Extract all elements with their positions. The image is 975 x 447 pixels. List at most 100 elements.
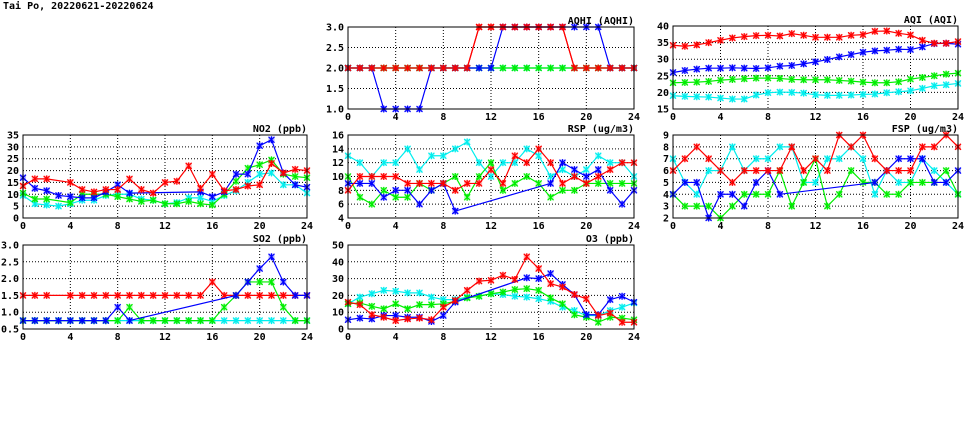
x-tick-label: 0	[670, 221, 676, 232]
y-tick-label: 10	[7, 190, 19, 201]
chart-title: O3 (ppb)	[586, 234, 634, 245]
marker-star	[728, 34, 736, 42]
data-point	[740, 33, 748, 41]
y-tick-label: 0	[13, 214, 19, 225]
data-point	[883, 89, 891, 97]
marker-star	[547, 270, 555, 278]
data-point	[788, 75, 796, 83]
marker-star	[487, 290, 495, 298]
data-point	[883, 167, 891, 175]
y-tick-label: 30	[657, 55, 669, 66]
marker-star	[681, 155, 689, 163]
marker-star	[847, 167, 855, 175]
marker-star	[693, 78, 701, 86]
data-point	[427, 301, 435, 309]
marker-star	[764, 64, 772, 72]
data-point	[907, 31, 914, 39]
y-tick-label: 14	[332, 144, 344, 155]
marker-star	[606, 179, 614, 187]
marker-star	[812, 58, 819, 66]
data-point	[451, 186, 459, 194]
data-point	[256, 142, 264, 150]
y-tick-label: 35	[657, 38, 669, 49]
marker-star	[439, 64, 447, 72]
data-point	[126, 303, 133, 311]
chart-panel-so2: 0.5 1.0 1.5 2.0 2.5 3.0 0 4 8 12 16 20 24 SO2 (ppb)	[1, 234, 313, 343]
data-point	[149, 189, 157, 197]
data-point	[392, 317, 400, 325]
marker-star	[427, 186, 435, 194]
data-point	[380, 173, 388, 180]
marker-star	[427, 293, 435, 301]
marker-star	[618, 318, 626, 326]
data-point	[895, 178, 903, 186]
marker-star	[942, 81, 950, 89]
marker-star	[942, 39, 950, 47]
data-point	[380, 186, 388, 194]
data-point	[895, 190, 903, 198]
marker-star	[208, 317, 216, 325]
data-point	[883, 27, 891, 35]
data-point	[535, 152, 543, 160]
data-point	[871, 178, 879, 186]
marker-star	[776, 32, 784, 40]
plot-frame	[22, 134, 308, 219]
x-tick-label: 4	[67, 221, 73, 232]
marker-star	[78, 291, 86, 299]
marker-star	[439, 179, 447, 187]
marker-star	[823, 91, 831, 99]
data-point	[582, 179, 590, 187]
marker-star	[570, 64, 578, 72]
marker-star	[31, 291, 39, 299]
data-point	[559, 179, 566, 187]
data-point	[137, 186, 145, 194]
marker-star	[66, 291, 74, 299]
chart-panel-o3: 0 10 20 30 40 50 0 4 8 12 16 20 24 O3 (ppb)	[332, 234, 640, 343]
data-point	[606, 64, 614, 72]
y-tick-label: 25	[657, 71, 669, 82]
marker-star	[31, 317, 39, 325]
marker-star	[535, 295, 543, 303]
data-point	[439, 179, 447, 187]
marker-star	[740, 202, 748, 210]
data-point	[137, 197, 145, 205]
marker-star	[681, 92, 689, 100]
data-point	[764, 31, 772, 39]
marker-star	[244, 291, 252, 299]
marker-star	[618, 303, 626, 311]
marker-star	[55, 317, 62, 325]
marker-star	[776, 143, 784, 151]
data-point	[705, 39, 713, 47]
marker-star	[776, 62, 784, 70]
marker-star	[618, 179, 626, 187]
data-point	[427, 293, 435, 301]
y-tick-label: 25	[7, 154, 19, 165]
data-point	[279, 169, 287, 177]
data-point	[244, 278, 252, 286]
marker-star	[594, 166, 602, 174]
data-point	[404, 145, 412, 153]
data-point	[752, 155, 760, 163]
marker-star	[570, 291, 578, 299]
data-point	[859, 31, 867, 39]
data-point	[681, 66, 689, 74]
data-point	[416, 289, 423, 297]
y-tick-label: 20	[7, 166, 19, 177]
marker-star	[582, 295, 590, 303]
data-point	[847, 143, 855, 151]
marker-star	[66, 199, 74, 207]
marker-star	[511, 179, 519, 187]
x-tick-label: 4	[717, 112, 723, 123]
data-point	[149, 291, 157, 299]
marker-star	[547, 193, 555, 201]
x-tick-label: 4	[393, 332, 399, 343]
data-point	[268, 291, 275, 299]
marker-star	[547, 294, 555, 302]
y-tick-label: 1.0	[326, 105, 344, 116]
marker-star	[705, 64, 713, 72]
marker-star	[232, 186, 240, 194]
marker-star	[907, 31, 914, 39]
x-tick-label: 24	[952, 221, 964, 232]
marker-star	[594, 173, 602, 180]
data-point	[475, 64, 483, 72]
